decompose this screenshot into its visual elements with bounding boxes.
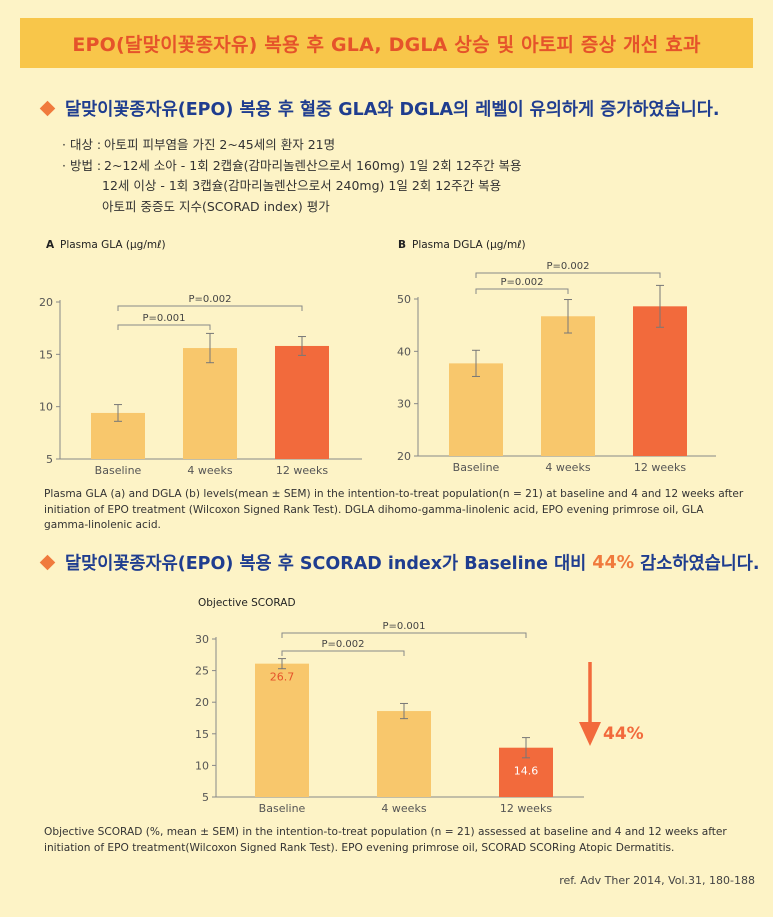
title-banner: EPO(달맞이꽃종자유) 복용 후 GLA, DGLA 상승 및 아토피 증상 …: [20, 18, 753, 68]
data-label: 26.7: [270, 671, 295, 684]
x-tick-label: 4 weeks: [545, 461, 590, 474]
y-tick-label: 20: [195, 696, 209, 709]
x-tick-label: Baseline: [95, 464, 142, 477]
y-tick-label: 5: [202, 791, 209, 804]
y-tick-label: 10: [39, 401, 53, 414]
significance-bracket: [117, 305, 303, 311]
figure1-caption: Plasma GLA (a) and DGLA (b) levels(mean …: [44, 488, 744, 531]
significance-bracket: [475, 272, 661, 278]
chart-panel-letter: B: [398, 239, 406, 251]
y-tick-label: 15: [195, 728, 209, 741]
chart-title: Plasma DGLA (μg/mℓ): [412, 239, 526, 251]
bar: [377, 711, 431, 797]
y-tick-label: 20: [39, 296, 53, 309]
bar: [449, 363, 503, 456]
y-tick-label: 30: [195, 633, 209, 646]
x-tick-label: Baseline: [453, 461, 500, 474]
y-tick-label: 25: [195, 665, 209, 678]
method-row-3: 아토피 중증도 지수(SCORAD index) 평가: [62, 197, 522, 218]
y-tick-label: 15: [39, 348, 53, 361]
x-tick-label: 12 weeks: [634, 461, 686, 474]
section1-heading: 달맞이꽃종자유(EPO) 복용 후 혈중 GLA와 DGLA의 레벨이 유의하게…: [39, 96, 720, 121]
bar: [183, 348, 237, 459]
method-label: · 방법 :: [62, 157, 102, 173]
p-value-label: P=0.002: [500, 277, 543, 288]
significance-bracket: [281, 650, 405, 656]
target-text: 아토피 피부염을 가진 2~45세의 환자 21명: [104, 137, 336, 152]
reference: ref. Adv Ther 2014, Vol.31, 180-188: [559, 874, 755, 887]
y-tick-label: 10: [195, 759, 209, 772]
x-tick-label: 4 weeks: [187, 464, 232, 477]
bar: [541, 316, 595, 456]
y-tick-label: 50: [397, 293, 411, 306]
chart-title: Plasma GLA (μg/mℓ): [60, 239, 166, 251]
y-tick-label: 30: [397, 398, 411, 411]
bar: [633, 306, 687, 456]
method-line-2: 12세 이상 - 1회 3캡슐(감마리놀렌산으로서 240mg) 1일 2회 1…: [102, 178, 502, 193]
method-line-1: 2~12세 소아 - 1회 2캡슐(감마리놀렌산으로서 160mg) 1일 2회…: [104, 157, 522, 173]
study-info: · 대상 : 아토피 피부염을 가진 2~45세의 환자 21명 · 방법 : …: [62, 135, 522, 217]
bar: [255, 663, 309, 797]
y-tick-label: 5: [46, 453, 53, 466]
method-row-2: 12세 이상 - 1회 3캡슐(감마리놀렌산으로서 240mg) 1일 2회 1…: [62, 176, 522, 197]
x-tick-label: Baseline: [259, 802, 306, 815]
bar: [275, 345, 329, 459]
section1-heading-text: 달맞이꽃종자유(EPO) 복용 후 혈중 GLA와 DGLA의 레벨이 유의하게…: [65, 100, 720, 120]
target-label: · 대상 :: [62, 137, 102, 152]
section2-heading: 달맞이꽃종자유(EPO) 복용 후 SCORAD index가 Baseline…: [39, 550, 760, 575]
data-label: 14.6: [514, 765, 539, 778]
chart-panel-letter: A: [46, 239, 55, 251]
significance-bracket: [281, 632, 527, 638]
method-row: · 방법 : 2~12세 소아 - 1회 2캡슐(감마리놀렌산으로서 160mg…: [62, 156, 522, 177]
p-value-label: P=0.001: [142, 313, 185, 324]
x-tick-label: 12 weeks: [500, 802, 552, 815]
section2-heading-pre: 달맞이꽃종자유(EPO) 복용 후 SCORAD index가 Baseline…: [65, 554, 587, 574]
method-line-3: 아토피 중증도 지수(SCORAD index) 평가: [102, 198, 330, 214]
banner-title: EPO(달맞이꽃종자유) 복용 후 GLA, DGLA 상승 및 아토피 증상 …: [72, 33, 701, 56]
p-value-label: P=0.001: [382, 621, 425, 632]
significance-bracket: [475, 288, 569, 294]
x-tick-label: 4 weeks: [381, 802, 426, 815]
decrease-percent-label: 44%: [603, 724, 644, 744]
figure2-caption: Objective SCORAD (%, mean ± SEM) in the …: [44, 826, 727, 854]
target-row: · 대상 : 아토피 피부염을 가진 2~45세의 환자 21명: [62, 135, 522, 156]
p-value-label: P=0.002: [321, 639, 364, 650]
x-tick-label: 12 weeks: [276, 464, 328, 477]
section2-heading-post: 감소하였습니다.: [640, 554, 760, 574]
significance-bracket: [117, 324, 211, 330]
y-tick-label: 40: [397, 345, 411, 358]
p-value-label: P=0.002: [546, 261, 589, 272]
chart-title: Objective SCORAD: [198, 597, 296, 609]
p-value-label: P=0.002: [188, 294, 231, 305]
y-tick-label: 20: [397, 450, 411, 463]
section2-heading-accent: 44%: [592, 552, 635, 573]
